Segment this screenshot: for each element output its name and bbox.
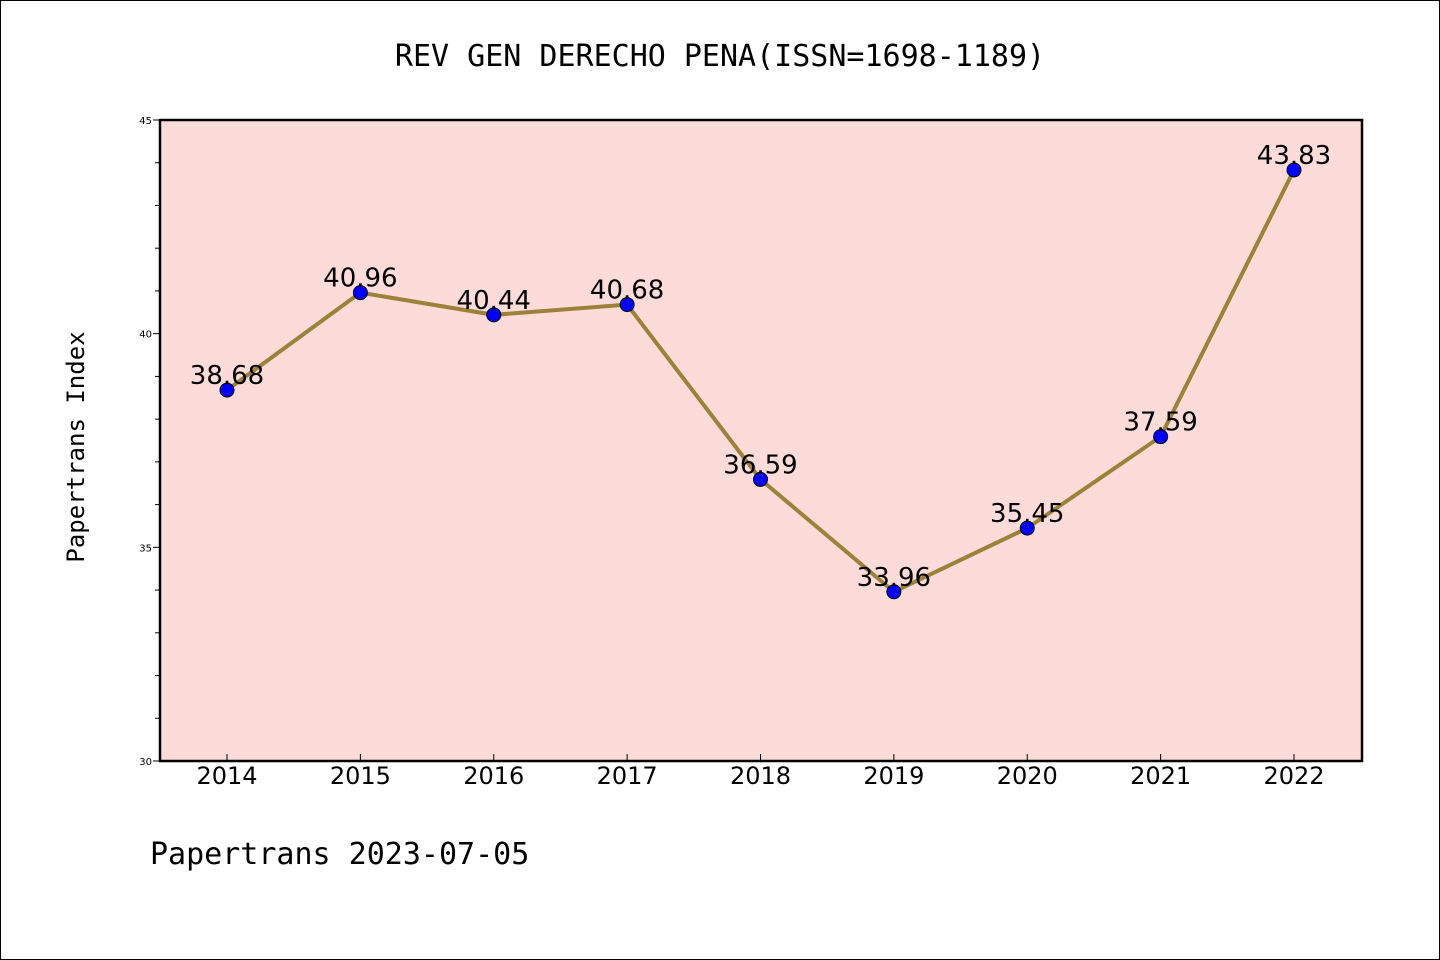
x-tick-label: 2015 [330, 762, 391, 790]
y-axis-label: Papertrans Index [62, 331, 90, 562]
data-label: 33.96 [857, 563, 931, 593]
data-label: 40.68 [590, 276, 664, 306]
series-group: 38.68 40.96 40.44 40.68 36.59 33.96 35.45 37.59… [190, 141, 1331, 600]
y-tick-label: 45 [139, 116, 152, 127]
data-point [619, 297, 635, 313]
footer-text: Papertrans 2023-07-05 [150, 837, 529, 872]
data-label: 38.68 [190, 361, 264, 391]
x-tick-label: 2016 [463, 762, 524, 790]
x-tick-label: 2020 [997, 762, 1058, 790]
data-point [486, 307, 502, 323]
data-label: 40.44 [457, 286, 531, 316]
x-tick-label: 2021 [1130, 762, 1191, 790]
x-tick-label: 2014 [196, 762, 257, 790]
x-tick-label: 2017 [597, 762, 658, 790]
y-tick-label: 40 [139, 330, 152, 341]
x-tick-label: 2018 [730, 762, 791, 790]
data-point [1286, 162, 1302, 178]
data-label: 37.59 [1123, 408, 1197, 438]
y-tick-label: 35 [139, 543, 152, 554]
y-tick-label: 30 [139, 757, 152, 768]
data-point [352, 285, 368, 301]
data-label: 35.45 [990, 499, 1064, 529]
data-label: 40.96 [323, 264, 397, 294]
data-point [886, 584, 902, 600]
data-point [753, 471, 768, 487]
data-label: 36.59 [723, 450, 797, 480]
data-point [1153, 429, 1169, 445]
plot-area [158, 118, 1364, 763]
data-point [1019, 520, 1035, 536]
x-tick-label: 2022 [1263, 762, 1324, 790]
y-axis: 30 35 40 45 [139, 116, 160, 768]
data-point [219, 382, 235, 398]
data-label: 43.83 [1257, 141, 1331, 171]
x-axis: 2014 2015 2016 2017 2018 2019 2020 2021 2022 [196, 754, 1325, 790]
chart-title: REV GEN DERECHO PENA(ISSN=1698-1189) [395, 39, 1045, 74]
x-tick-label: 2019 [863, 762, 924, 790]
